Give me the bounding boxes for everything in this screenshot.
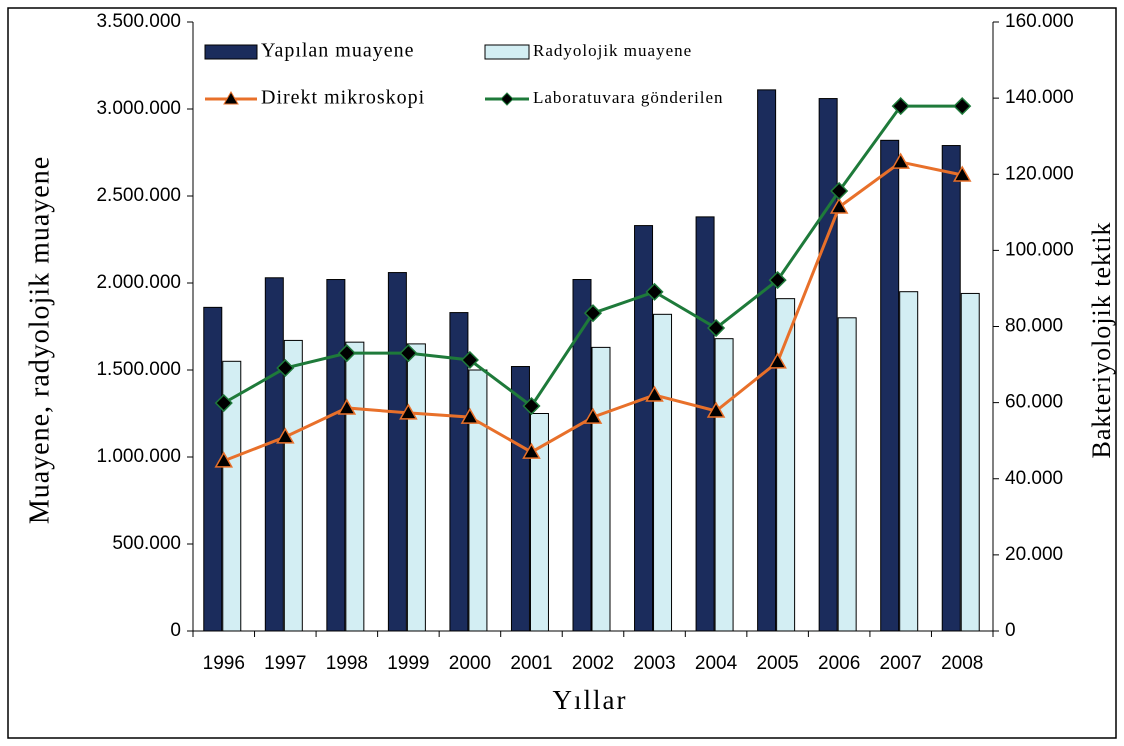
x-tick-label: 1998 — [326, 653, 368, 674]
x-tick-label: 2006 — [818, 653, 860, 674]
bar — [572, 279, 592, 632]
point — [460, 407, 480, 424]
x-tick-label: 2001 — [510, 653, 552, 674]
bar — [222, 360, 242, 632]
bar — [529, 413, 549, 632]
bar — [880, 139, 900, 632]
legend-label: Direkt mikroskopi — [261, 87, 425, 109]
bar — [837, 317, 857, 632]
point — [214, 393, 233, 413]
x-tick-label: 2005 — [756, 653, 798, 674]
y-tick-label: 2.000.000 — [96, 272, 181, 293]
y2-tick-label: 80.000 — [1005, 316, 1063, 337]
point — [214, 451, 234, 468]
legend-marker — [500, 92, 514, 106]
point — [706, 401, 726, 418]
bar — [695, 216, 715, 632]
bar — [757, 89, 777, 632]
x-tick-label: 2008 — [941, 653, 983, 674]
point — [952, 165, 972, 182]
point — [522, 396, 541, 416]
y-tick-label: 1.000.000 — [96, 446, 181, 467]
bar — [449, 312, 469, 632]
legend-box — [198, 30, 750, 124]
legend-label: Yapılan muayene — [261, 40, 415, 62]
bar — [264, 277, 284, 632]
point — [829, 197, 849, 214]
bar — [468, 369, 488, 632]
y2-tick-label: 100.000 — [1005, 239, 1074, 260]
y2-tick-label: 140.000 — [1005, 87, 1074, 108]
point — [399, 344, 418, 363]
point — [460, 350, 479, 370]
point — [522, 442, 541, 459]
point — [645, 385, 664, 402]
bar — [203, 306, 223, 632]
point — [276, 427, 295, 444]
bar — [387, 272, 407, 632]
y-tick-label: 2.500.000 — [96, 185, 181, 206]
legend-label: Laboratuvara gönderilen — [533, 88, 724, 107]
point — [830, 181, 849, 201]
x-tick-label: 1997 — [264, 653, 306, 674]
bar — [714, 338, 734, 632]
point — [583, 304, 603, 323]
bar — [591, 346, 611, 632]
bar — [941, 145, 961, 632]
point — [891, 152, 910, 169]
y-tick-label: 3.000.000 — [96, 98, 181, 119]
x-tick-label: 2003 — [633, 653, 675, 674]
bar — [653, 313, 673, 632]
point — [583, 407, 603, 424]
y2-axis-title: Bakteriyolojik tektik — [1087, 222, 1116, 459]
point — [953, 97, 972, 116]
point — [276, 358, 295, 378]
bar — [960, 292, 980, 632]
x-tick-label: 2007 — [880, 653, 922, 674]
bar — [326, 279, 346, 632]
point — [399, 403, 418, 420]
x-axis-title: Yıllar — [553, 685, 628, 715]
x-tick-label: 2004 — [695, 653, 738, 674]
y2-tick-label: 160.000 — [1005, 11, 1074, 32]
x-tick-label: 2000 — [449, 653, 491, 674]
y-tick-label: 3.500.000 — [96, 11, 181, 32]
bar — [776, 298, 796, 632]
y-axis-title: Muayene, radyolojik muayene — [24, 156, 55, 524]
legend: Yapılan muayene Radyolojik muayene Direkt … — [198, 30, 750, 124]
x-tick-label: 1999 — [387, 653, 429, 674]
legend-swatch — [484, 44, 530, 60]
legend-marker — [223, 91, 239, 105]
bar — [510, 366, 530, 632]
x-tick-label: 2002 — [572, 653, 614, 674]
point — [645, 282, 664, 301]
y-tick-label: 1.500.000 — [96, 359, 181, 380]
y2-tick-label: 0 — [1005, 620, 1016, 641]
bar — [818, 98, 838, 632]
bar — [899, 291, 919, 632]
y2-tick-label: 60.000 — [1005, 392, 1063, 413]
bar — [283, 339, 303, 632]
point — [707, 318, 726, 338]
legend-swatch — [204, 44, 258, 60]
bar — [634, 225, 654, 632]
y2-tick-label: 40.000 — [1005, 468, 1063, 489]
legend-label: Radyolojik muayene — [533, 41, 692, 60]
bar — [345, 341, 365, 632]
y-tick-label: 500.000 — [112, 533, 181, 554]
point — [891, 97, 910, 116]
bar — [406, 343, 426, 632]
point — [768, 352, 787, 369]
y-tick-label: 0 — [170, 620, 181, 641]
x-tick-label: 1996 — [203, 653, 245, 674]
y2-tick-label: 20.000 — [1005, 544, 1063, 565]
point — [768, 271, 787, 290]
point — [337, 398, 357, 415]
frame — [7, 7, 1117, 739]
point — [337, 344, 356, 363]
y2-tick-label: 120.000 — [1005, 163, 1074, 184]
